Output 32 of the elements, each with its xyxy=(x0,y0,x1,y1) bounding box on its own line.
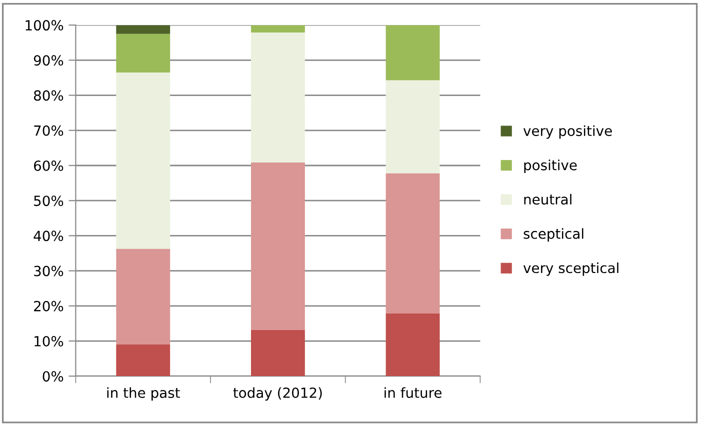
bar xyxy=(116,25,170,34)
y-tick-label: 40% xyxy=(34,230,64,242)
y-tick-label: 100% xyxy=(26,20,64,31)
x-tick-label: today (2012) xyxy=(233,387,322,401)
bar xyxy=(116,72,170,249)
legend-label: positive xyxy=(524,160,577,174)
y-tick-label: 20% xyxy=(34,300,64,312)
y-tick-label: 0% xyxy=(42,371,64,382)
bar xyxy=(250,162,305,330)
bar xyxy=(386,80,440,174)
x-tick-label: in future xyxy=(384,387,442,398)
bar xyxy=(386,313,440,376)
y-tick-label: 90% xyxy=(34,55,64,66)
y-tick-label: 50% xyxy=(34,196,64,206)
y-tick-label: 30% xyxy=(34,266,64,276)
y-tick-label: 80% xyxy=(34,90,64,101)
y-tick-label: 10% xyxy=(34,336,64,346)
y-tick-label: 70% xyxy=(34,125,64,136)
bar xyxy=(116,248,170,345)
legend-label: very sceptical xyxy=(523,262,618,276)
legend-label: neutral xyxy=(524,194,572,205)
bar xyxy=(116,344,170,376)
bar xyxy=(250,32,305,162)
y-tick-label: 60% xyxy=(34,160,64,171)
bar xyxy=(386,25,440,80)
bar xyxy=(116,34,170,72)
x-tick-label: in the past xyxy=(107,387,180,401)
bar xyxy=(250,25,305,32)
bar xyxy=(386,173,440,314)
legend-label: sceptical xyxy=(524,228,584,242)
legend-label: very positive xyxy=(523,125,612,139)
bar xyxy=(250,330,305,376)
